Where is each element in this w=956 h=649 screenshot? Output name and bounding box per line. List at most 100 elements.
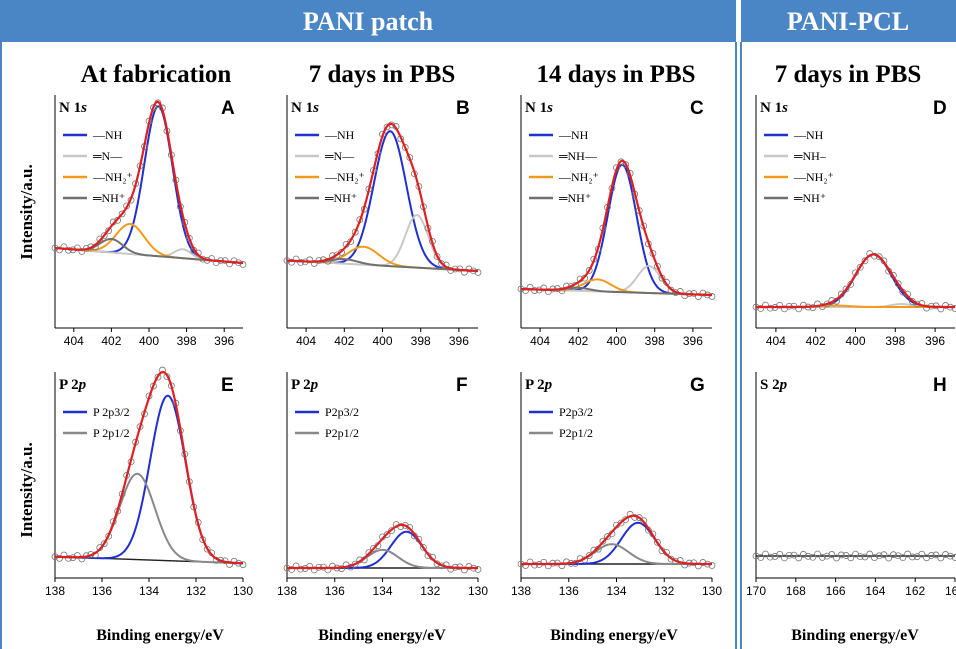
data-point [329,562,336,570]
x-tick-label: 396 [449,334,469,348]
x-tick-label: 404 [530,334,550,348]
data-point [894,280,902,288]
data-point [856,263,864,271]
data-point [230,557,238,565]
data-point [762,550,769,558]
fit-envelope [521,514,713,566]
column-title-2: 7 days in PBS [309,61,456,88]
data-point [585,267,593,274]
data-point [847,554,855,562]
data-point [757,554,765,561]
data-point [73,244,81,252]
data-point [351,228,359,236]
legend-label: —NH [92,128,123,142]
data-point [118,210,126,218]
x-tick-label: 404 [64,334,84,348]
data-point [837,551,845,559]
data-point [871,554,878,562]
legend-label: ═NH⁺ [793,191,826,205]
data-point [814,550,821,558]
data-point [383,531,391,538]
data-point [73,552,81,559]
legend-label: ═NH⁺ [92,191,125,205]
x-tick-label: 400 [606,334,626,348]
header-left-title: PANI patch [303,7,434,36]
column-title-3: 14 days in PBS [536,61,695,88]
data-point [766,553,774,561]
x-tick-label: 138 [511,584,531,598]
data-point [946,552,954,560]
data-point [212,259,220,267]
data-point [899,554,907,562]
x-tick-label: 398 [411,334,431,348]
data-point [951,305,956,312]
panel-e: 138 136 134 132 130 P 2p E P 2p3/2 P 2p1/2 [45,366,253,598]
x-tick-label: 170 [746,584,766,598]
legend-label: P2p1/2 [325,426,359,440]
panel-title: P 2p [291,377,319,393]
panel-title: N 1s [525,100,553,116]
panel-letter: B [456,98,470,119]
data-point [540,284,548,292]
data-point [447,565,455,573]
data-point [100,232,108,240]
x-tick-label: 164 [865,584,885,598]
x-tick-label: 402 [806,334,826,348]
legend-label: —NH [558,128,589,142]
data-point [699,289,707,297]
component-peak [286,130,479,272]
panel-letter: D [933,98,947,119]
x-tick-label: 160 [945,584,956,598]
legend-label: ═NH– [793,149,827,163]
legend-label: ═N— [92,149,123,163]
x-tick-label: 402 [568,334,588,348]
data-point [447,267,455,274]
fit-envelope [54,100,244,265]
data-point [78,248,86,255]
x-tick-label: 130 [233,584,253,598]
data-point [937,554,945,562]
data-point [875,253,883,261]
data-point [438,260,446,268]
x-tick-label: 136 [325,584,345,598]
header-bar-left [0,0,736,42]
data-point [837,290,845,298]
data-point [785,551,793,559]
data-point [856,553,864,561]
x-tick-label: 398 [885,334,905,348]
panel-letter: E [221,375,234,396]
data-point [875,552,883,560]
data-point [306,562,314,570]
x-tick-label: 130 [468,584,488,598]
panel-g: 138 136 134 132 130 P 2p G P2p3/2 P2p1/2 [511,372,722,598]
legend-label: —NH₂⁺ [92,170,133,184]
data-point [809,553,817,561]
data-point [56,554,63,562]
component-peak [54,394,244,565]
xlabel-3: Binding energy/eV [550,627,678,644]
data-point [866,550,874,558]
data-point [861,257,869,265]
legend-label: P2p1/2 [559,426,593,440]
xlabel-1: Binding energy/eV [96,627,224,644]
panel-title: N 1s [291,100,319,116]
data-point [776,550,784,558]
data-point [918,550,926,558]
x-tick-label: 136 [559,584,579,598]
legend-label: ═N— [324,149,355,163]
data-point [708,293,716,300]
data-point [306,256,314,264]
data-point [776,301,784,309]
data-point [799,301,807,309]
component-peak [520,163,713,296]
data-point [465,563,473,570]
component-peak [54,105,244,264]
x-tick-label: 404 [296,334,316,348]
data-point [531,561,539,569]
ylabel-bottom: Intensity/a.u. [17,442,36,537]
data-point [154,373,162,381]
data-point [474,566,482,573]
panel-d: 404 402 400 398 396 N 1s D —NH ═NH– —NH₂⁺ ═NH⁺ [752,95,956,348]
x-tick-label: 400 [372,334,392,348]
